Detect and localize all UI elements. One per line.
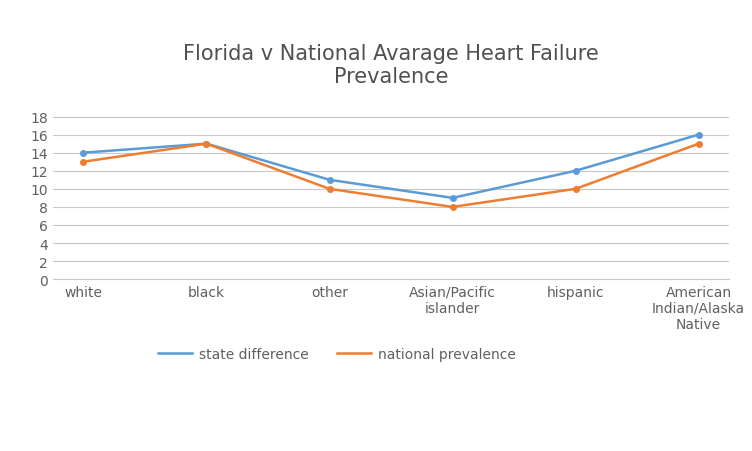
Legend: state difference, national prevalence: state difference, national prevalence bbox=[152, 341, 522, 367]
Title: Florida v National Avarage Heart Failure
Prevalence: Florida v National Avarage Heart Failure… bbox=[183, 43, 599, 87]
state difference bbox=[694, 133, 703, 138]
national prevalence bbox=[79, 160, 88, 165]
national prevalence bbox=[694, 142, 703, 147]
Line: state difference: state difference bbox=[80, 133, 702, 201]
national prevalence bbox=[202, 142, 211, 147]
state difference bbox=[325, 178, 334, 183]
Line: national prevalence: national prevalence bbox=[80, 142, 702, 210]
state difference bbox=[79, 151, 88, 156]
state difference bbox=[571, 169, 580, 174]
state difference bbox=[202, 142, 211, 147]
national prevalence bbox=[325, 187, 334, 192]
national prevalence bbox=[448, 205, 457, 210]
state difference bbox=[448, 196, 457, 201]
national prevalence bbox=[571, 187, 580, 192]
